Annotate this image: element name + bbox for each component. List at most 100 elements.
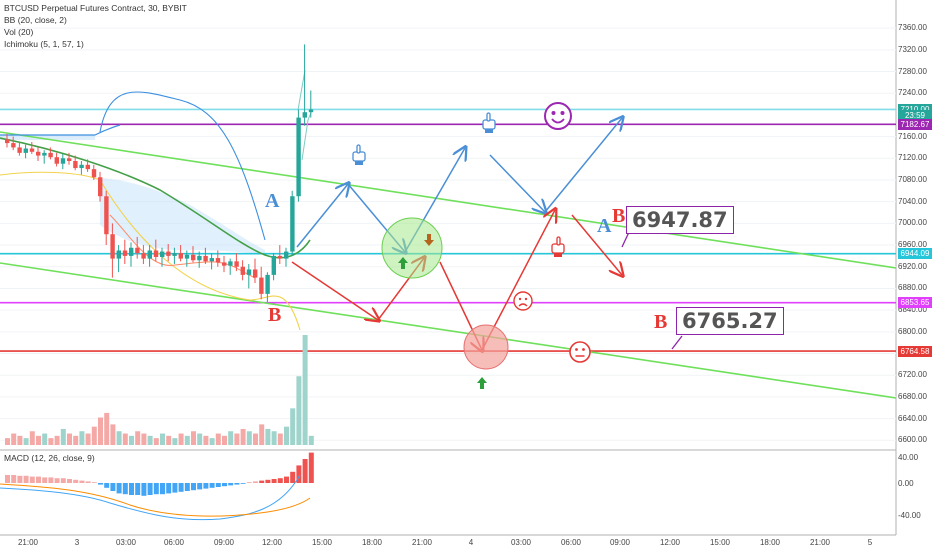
red-arrow[interactable] [571, 214, 622, 275]
volume-bar [98, 417, 103, 445]
candle[interactable] [5, 139, 10, 144]
price-label-b[interactable]: 6765.27 [676, 307, 784, 335]
candle[interactable] [17, 147, 22, 153]
candle[interactable] [222, 262, 227, 266]
channel-upper-line[interactable] [0, 131, 897, 269]
macd-bar [17, 475, 23, 483]
price-box: 7210.00 [898, 103, 932, 115]
macd-bar [240, 483, 246, 484]
candle[interactable] [29, 148, 35, 152]
candle[interactable] [191, 254, 196, 261]
candle[interactable] [73, 161, 78, 169]
candle[interactable] [85, 164, 90, 170]
candle[interactable] [54, 157, 59, 164]
candle[interactable] [48, 152, 53, 158]
candle[interactable] [141, 253, 146, 259]
red-zone-circle[interactable] [463, 324, 509, 370]
candle[interactable] [153, 250, 159, 257]
candle[interactable] [197, 255, 202, 261]
legend-macd[interactable]: MACD (12, 26, close, 9) [4, 453, 95, 463]
volume-bar [141, 433, 147, 445]
candle[interactable] [60, 158, 66, 164]
candle[interactable] [259, 277, 264, 294]
candle[interactable] [91, 169, 97, 178]
pointing-hand-icon [482, 112, 496, 133]
candle[interactable] [122, 250, 128, 256]
time-tick-label: 09:00 [609, 538, 631, 547]
legend-vol[interactable]: Vol (20) [4, 27, 34, 37]
candle[interactable] [308, 109, 314, 113]
macd-bar [290, 471, 296, 483]
price-label-ab[interactable]: 6947.87 [626, 206, 734, 234]
candle[interactable] [104, 196, 109, 235]
candle[interactable] [302, 112, 307, 118]
candle[interactable] [290, 196, 295, 252]
price-tick-label: 7120.00 [898, 153, 927, 163]
candle[interactable] [265, 274, 270, 294]
down-arrow-icon [424, 234, 434, 246]
candle[interactable] [253, 269, 258, 278]
price-tick-label: 6600.00 [898, 435, 927, 445]
candles[interactable] [5, 44, 314, 302]
candle[interactable] [67, 158, 72, 161]
volume-bar [308, 435, 314, 445]
blue-arrow[interactable] [489, 154, 545, 212]
candle[interactable] [296, 117, 301, 197]
candle[interactable] [172, 253, 177, 256]
candle[interactable] [160, 251, 165, 257]
macd-histogram [5, 452, 314, 496]
candle[interactable] [234, 261, 239, 267]
candle[interactable] [98, 177, 103, 197]
volume-bar [42, 433, 48, 445]
candle[interactable] [11, 143, 16, 148]
red-arrow[interactable] [291, 261, 378, 320]
macd-bar [302, 459, 308, 483]
candle[interactable] [135, 247, 140, 254]
candle[interactable] [23, 148, 28, 153]
macd-bar [253, 481, 258, 483]
candle[interactable] [284, 251, 289, 259]
candle[interactable] [178, 253, 183, 259]
time-tick-label: 21:00 [411, 538, 433, 547]
candle[interactable] [246, 269, 252, 275]
candle[interactable] [129, 247, 134, 256]
candle[interactable] [42, 152, 47, 156]
macd-bar [296, 465, 302, 483]
candle[interactable] [110, 234, 115, 259]
candle[interactable] [228, 261, 233, 266]
candle[interactable] [116, 250, 121, 259]
candle[interactable] [36, 151, 41, 156]
green-zone-circle[interactable] [381, 217, 443, 279]
candle[interactable] [240, 266, 245, 275]
candle[interactable] [79, 164, 84, 169]
macd-bar [265, 479, 271, 483]
time-tick-label: 18:00 [759, 538, 781, 547]
time-tick-label: 5 [867, 538, 873, 547]
macd-bar [54, 478, 60, 483]
legend-bb[interactable]: BB (20, close, 2) [4, 15, 67, 25]
candle[interactable] [203, 255, 208, 262]
channel-lower-line[interactable] [0, 262, 897, 399]
volume-bar [191, 431, 196, 445]
candle[interactable] [209, 258, 214, 262]
macd-bar [271, 479, 277, 483]
volume-bar [60, 428, 66, 445]
pointing-hand-icon [551, 236, 565, 257]
blue-arrow[interactable] [296, 184, 348, 248]
macd-bar [178, 483, 184, 492]
macd-bar [60, 478, 66, 483]
candle[interactable] [277, 255, 283, 259]
macd-bar [222, 483, 227, 487]
blue-arrow[interactable] [544, 118, 622, 213]
legend-ichimoku[interactable]: Ichimoku (5, 1, 57, 1) [4, 39, 84, 49]
candle[interactable] [147, 250, 152, 259]
candle[interactable] [215, 258, 221, 263]
price-tick-label: 6920.00 [898, 261, 927, 271]
sad-face-icon [513, 291, 533, 311]
macd-bar [104, 483, 110, 488]
candle[interactable] [184, 254, 190, 259]
candle[interactable] [166, 251, 171, 256]
volume-bar [17, 435, 23, 445]
candle[interactable] [271, 255, 276, 275]
